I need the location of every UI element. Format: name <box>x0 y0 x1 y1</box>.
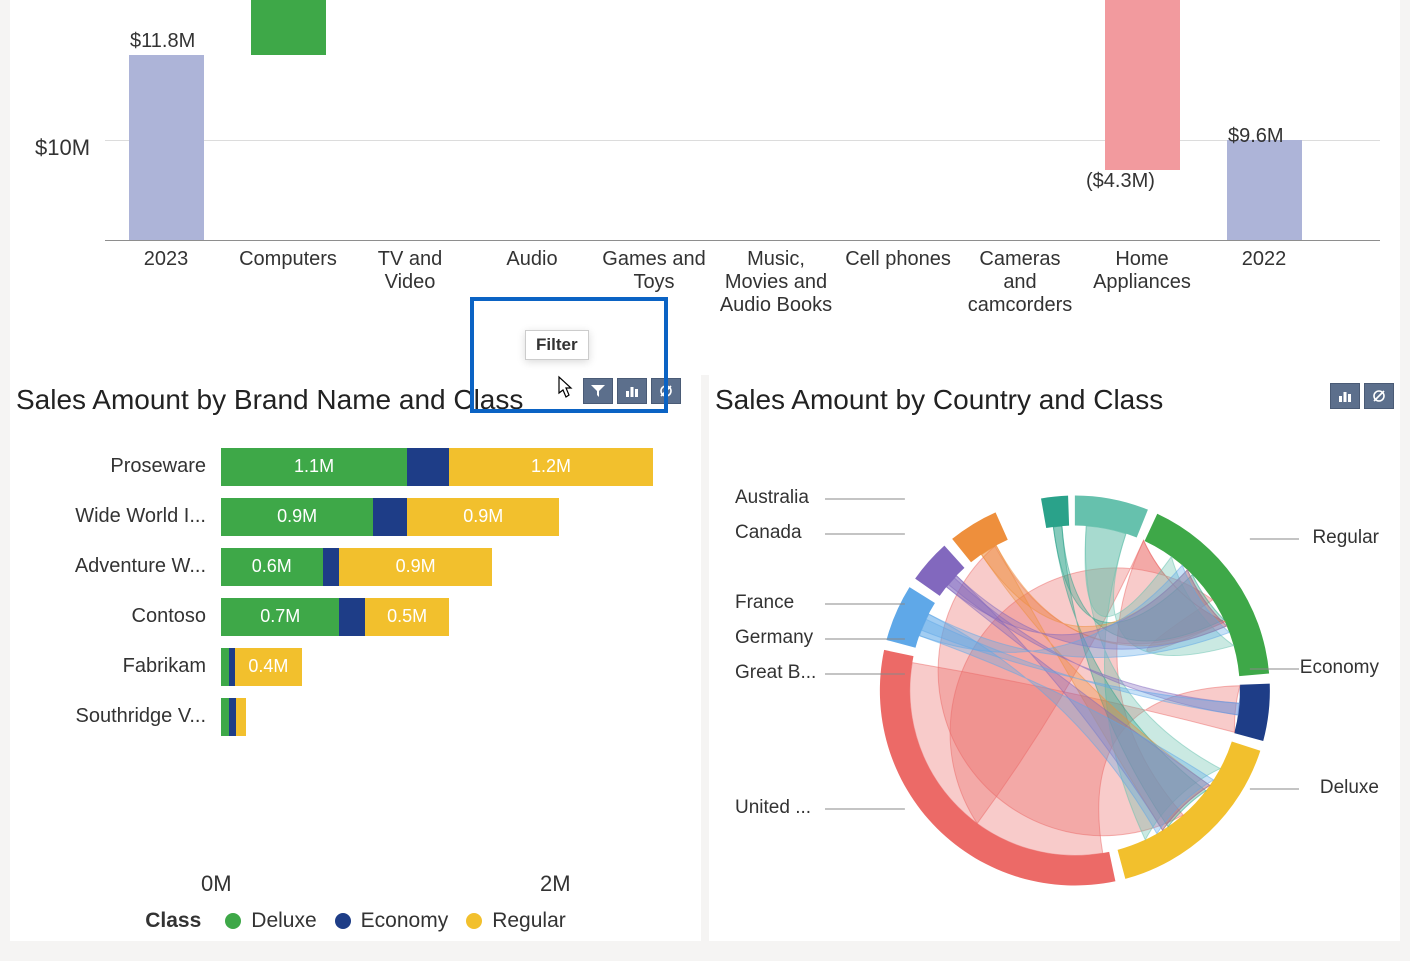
legend-swatch <box>225 913 241 929</box>
waterfall-category-label: 2023 <box>105 248 227 317</box>
stacked-bar-category: Proseware <box>16 455 221 478</box>
stacked-bar-segment[interactable] <box>221 648 229 686</box>
focus-mode-icon[interactable] <box>1364 383 1394 409</box>
waterfall-value-label: $9.6M <box>1228 125 1284 148</box>
stacked-bar-segment[interactable]: 0.6M <box>221 548 323 586</box>
waterfall-category-label: Computers <box>227 248 349 317</box>
chord-label: Economy <box>1300 657 1379 679</box>
waterfall-ytick-label: $10M <box>35 135 90 161</box>
chord-card[interactable]: Sales Amount by Country and Class Austra… <box>709 375 1400 941</box>
stacked-bar-segment[interactable]: 0.5M <box>365 598 450 636</box>
stacked-bar-segment[interactable]: 1.2M <box>449 448 652 486</box>
chord-label: Great B... <box>735 662 816 684</box>
waterfall-bar[interactable] <box>129 55 204 240</box>
stacked-bar-segment[interactable]: 0.9M <box>339 548 491 586</box>
waterfall-category-label: Music, Movies and Audio Books <box>715 248 837 317</box>
stacked-bar-row[interactable]: Adventure W...0.6M 0.9M <box>16 542 695 592</box>
chord-label: Deluxe <box>1320 777 1379 799</box>
stacked-bar-segment[interactable]: 0.7M <box>221 598 339 636</box>
stacked-bar-category: Fabrikam <box>16 655 221 678</box>
chord-plot[interactable]: Australia Canada France Germany Great B... Un… <box>715 417 1394 933</box>
stacked-bar-category: Adventure W... <box>16 555 221 578</box>
waterfall-category-label: Cell phones <box>837 248 959 317</box>
stacked-bar-row[interactable]: Southridge V... <box>16 692 695 742</box>
waterfall-category-label: Cameras and camcorders <box>959 248 1081 317</box>
stacked-bar-segment[interactable] <box>236 698 246 736</box>
chord-title: Sales Amount by Country and Class <box>715 383 1163 417</box>
waterfall-category-label: Games and Toys <box>593 248 715 317</box>
filter-tooltip: Filter <box>525 330 589 360</box>
chord-arc[interactable] <box>1041 495 1069 527</box>
stacked-bar-category: Wide World I... <box>16 505 221 528</box>
stacked-bar-segment[interactable]: 0.9M <box>221 498 373 536</box>
stacked-bar-segment[interactable] <box>221 698 229 736</box>
waterfall-category-label: 2022 <box>1203 248 1325 317</box>
legend-swatch <box>466 913 482 929</box>
stacked-bar-xtick: 0M <box>201 871 232 897</box>
stacked-bar-row[interactable]: Contoso0.7M 0.5M <box>16 592 695 642</box>
waterfall-category-label: Home Appliances <box>1081 248 1203 317</box>
stacked-bar-segment[interactable]: 0.4M <box>235 648 303 686</box>
stacked-bar-card[interactable]: Sales Amount by Brand Name and Class Pro… <box>10 375 701 941</box>
stacked-bar-row[interactable]: Proseware1.1M 1.2M <box>16 442 695 492</box>
stacked-bar-category: Contoso <box>16 605 221 628</box>
stacked-bar-segment[interactable] <box>407 448 449 486</box>
filter-icon[interactable] <box>583 378 613 404</box>
waterfall-chart[interactable]: $10M $11.8M($1.4M)($4.3M)$9.6M 2023Compu… <box>10 0 1400 375</box>
stacked-bar-segment[interactable]: 1.1M <box>221 448 407 486</box>
waterfall-bar[interactable] <box>1227 140 1302 240</box>
chord-label: Germany <box>735 627 813 649</box>
stacked-bar-segment[interactable] <box>373 498 407 536</box>
stacked-bar-category: Southridge V... <box>16 705 221 728</box>
stacked-bar-xtick: 2M <box>540 871 571 897</box>
stacked-bar-row[interactable]: Wide World I...0.9M0.9M <box>16 492 695 542</box>
focus-mode-icon[interactable] <box>651 378 681 404</box>
chord-label: Australia <box>735 487 809 509</box>
legend-label: Economy <box>361 909 449 933</box>
waterfall-value-label: ($4.3M) <box>1086 170 1155 193</box>
stacked-bar-row[interactable]: Fabrikam 0.4M <box>16 642 695 692</box>
legend-swatch <box>335 913 351 929</box>
chord-label: United ... <box>735 797 811 819</box>
stacked-bar-plot[interactable]: Proseware1.1M1.2MWide World I...0.9M0.9M… <box>16 442 695 866</box>
legend-title: Class <box>145 909 201 933</box>
legend-label: Deluxe <box>251 909 316 933</box>
stacked-bar-title: Sales Amount by Brand Name and Class <box>16 383 523 417</box>
chord-arc[interactable] <box>1234 683 1270 740</box>
chord-label: Regular <box>1312 527 1379 549</box>
bar-chart-icon[interactable] <box>617 378 647 404</box>
stacked-bar-segment[interactable] <box>339 598 364 636</box>
stacked-bar-segment[interactable] <box>323 548 340 586</box>
legend-label: Regular <box>492 909 566 933</box>
stacked-bar-legend: Class Deluxe Economy Regular <box>16 909 695 933</box>
chord-svg[interactable] <box>715 417 1394 933</box>
stacked-bar-segment[interactable]: 0.9M <box>407 498 559 536</box>
waterfall-bar[interactable] <box>1105 0 1180 170</box>
bar-chart-icon[interactable] <box>1330 383 1360 409</box>
chord-label: Canada <box>735 522 802 544</box>
waterfall-bar[interactable] <box>251 0 326 55</box>
stacked-bar-segment[interactable] <box>229 698 236 736</box>
waterfall-category-label: TV and Video <box>349 248 471 317</box>
chord-label: France <box>735 592 794 614</box>
waterfall-category-label: Audio <box>471 248 593 317</box>
waterfall-value-label: $11.8M <box>130 30 195 53</box>
